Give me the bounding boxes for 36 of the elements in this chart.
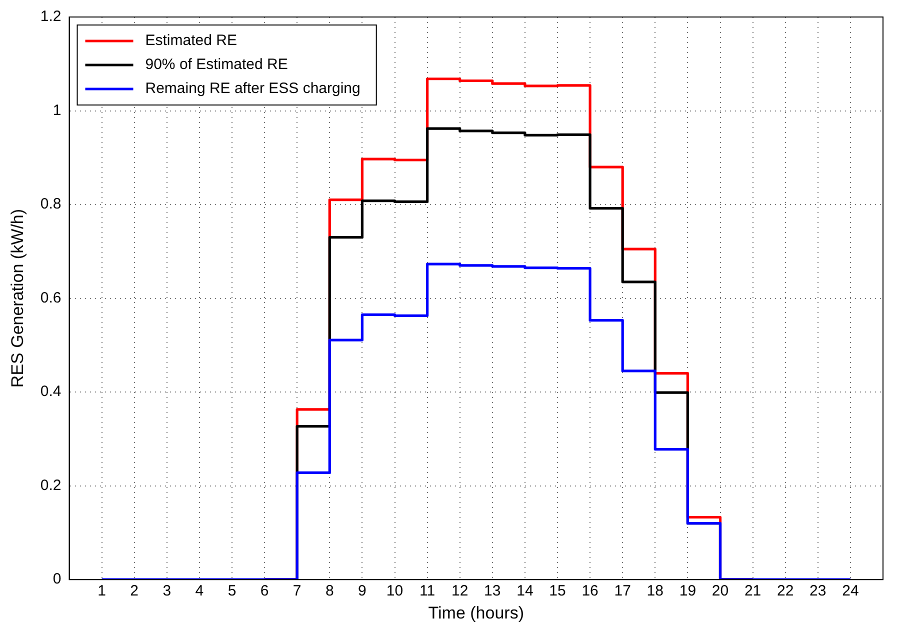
x-tick-label: 10 xyxy=(386,582,404,600)
x-tick-label: 14 xyxy=(516,582,534,600)
x-tick-label: 23 xyxy=(810,582,826,600)
x-tick-label: 1 xyxy=(98,582,106,600)
x-tick-label: 8 xyxy=(325,582,334,600)
y-axis-title: RES Generation (kW/h) xyxy=(8,209,27,388)
x-tick-label: 18 xyxy=(646,582,664,600)
y-tick-label: 0.6 xyxy=(40,289,62,306)
x-tick-label: 17 xyxy=(614,582,631,600)
x-tick-label: 12 xyxy=(452,582,468,600)
y-tick-label: 0.4 xyxy=(40,383,62,400)
y-tick-label: 0.2 xyxy=(40,476,62,494)
y-tick-label: 0 xyxy=(52,570,62,588)
x-tick-label: 2 xyxy=(130,582,139,600)
y-tick-label: 1.2 xyxy=(40,8,62,26)
x-tick-label: 9 xyxy=(358,582,366,600)
legend-label: 90% of Estimated RE xyxy=(145,56,288,74)
x-tick-label: 15 xyxy=(549,582,566,600)
x-tick-label: 22 xyxy=(777,582,794,600)
x-tick-label: 20 xyxy=(712,582,729,600)
x-tick-label: 4 xyxy=(195,582,204,600)
legend-label: Remaing RE after ESS charging xyxy=(145,80,360,98)
x-tick-label: 21 xyxy=(744,582,762,600)
x-tick-label: 24 xyxy=(842,582,859,600)
x-tick-label: 5 xyxy=(228,582,236,600)
x-tick-label: 7 xyxy=(292,582,302,600)
legend-label: Estimated RE xyxy=(145,32,237,50)
x-axis-title: Time (hours) xyxy=(428,603,524,622)
x-tick-label: 16 xyxy=(582,582,598,600)
y-tick-label: 0.8 xyxy=(40,196,62,213)
x-tick-label: 13 xyxy=(484,582,501,600)
x-tick-label: 11 xyxy=(420,582,436,600)
x-tick-label: 6 xyxy=(260,582,269,600)
y-tick-label: 1 xyxy=(52,102,62,119)
x-tick-label: 3 xyxy=(162,582,172,600)
x-tick-label: 19 xyxy=(679,582,696,600)
